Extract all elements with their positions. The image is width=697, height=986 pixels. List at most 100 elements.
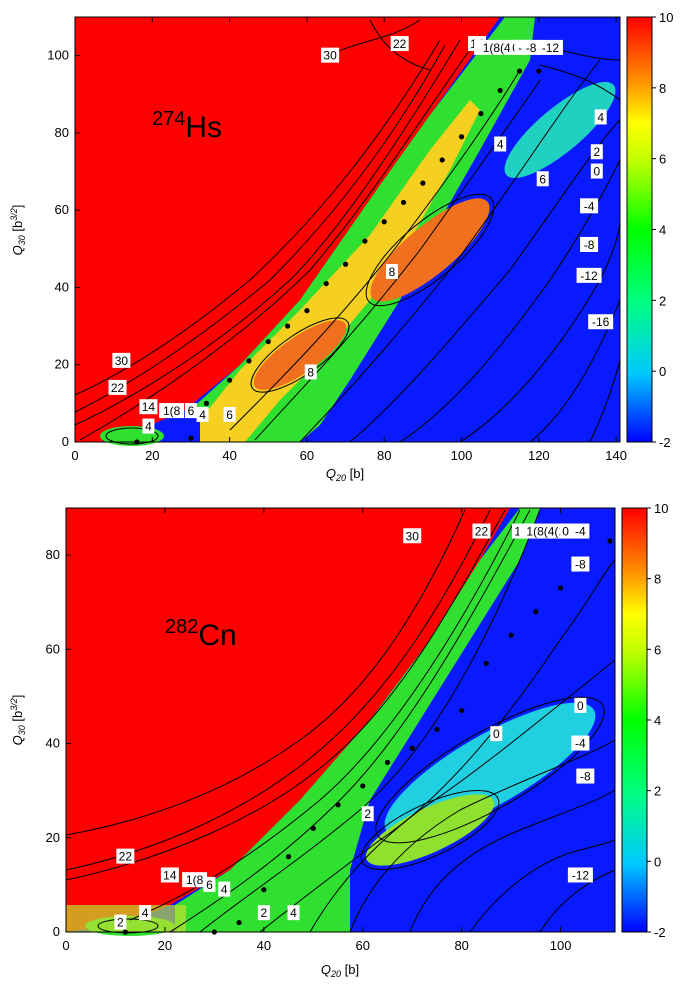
top-path-point — [497, 87, 503, 94]
top-contour-label-box — [184, 403, 197, 419]
top-contour-label: 22 — [393, 37, 407, 51]
top-path-point — [381, 219, 387, 225]
top-x-tick-label: 0 — [71, 448, 78, 463]
top-contour-label-box — [590, 144, 603, 160]
bottom-contour-label: -8 — [580, 770, 591, 784]
top-contour-label-box — [139, 399, 158, 415]
bottom-contour-label-box — [160, 867, 179, 883]
top-contour-label: 4 — [145, 420, 152, 434]
top-contour-label-box — [304, 364, 317, 380]
top-x-tick-label: 120 — [528, 448, 550, 463]
top-colorbar-tick-label: 6 — [659, 152, 666, 167]
bottom-contour-label-box — [574, 697, 587, 713]
bottom-colorbar-tick-label: 2 — [654, 784, 661, 799]
bottom-contour-label: 14 — [163, 868, 177, 882]
bottom-x-tick-label: 20 — [158, 938, 172, 953]
top-contour-label: 2 — [593, 145, 600, 159]
bottom-x-tick-label: 100 — [550, 938, 572, 953]
top-contour-label: 0 — [593, 165, 600, 179]
bottom-contour-label: 2 — [117, 916, 124, 930]
top-contour-label: 22 — [111, 381, 125, 395]
bottom-path-point — [409, 745, 415, 751]
top-contour-label-box — [522, 39, 541, 55]
bottom-contour-label-box — [490, 726, 503, 742]
bottom-path-point — [459, 707, 465, 714]
top-path-point — [284, 323, 291, 329]
bottom-contour-label-box — [403, 528, 422, 544]
top-y-tick-label: 60 — [55, 202, 69, 217]
top-contour-label-box — [580, 236, 599, 252]
top-path-point — [203, 400, 210, 406]
top-contour-labels: 3022141(8(4(2(0-4-8-1242046-4-8-12-16883… — [108, 36, 614, 434]
bottom-red-region — [66, 508, 510, 932]
top-contour-label-box — [588, 314, 614, 330]
top-path-point — [246, 358, 252, 364]
bottom-contour-label-box — [519, 523, 573, 539]
bottom-colorbar-tick-label: 4 — [654, 713, 661, 728]
top-path-point — [304, 308, 310, 314]
bottom-green-band — [175, 508, 540, 932]
top-contour-label: -12 — [542, 41, 560, 55]
top-path-point — [400, 199, 407, 206]
top-panel: 3022141(8(4(2(0-4-8-1242046-4-8-12-16883… — [9, 16, 627, 483]
top-x-tick-label: 40 — [222, 448, 236, 463]
bottom-y-axis-label: Q30 [b3/2] — [9, 695, 27, 746]
bottom-contour-label: 1(8(4(2 — [526, 525, 565, 539]
top-contour-label: 8 — [389, 265, 396, 279]
bottom-contour-label: 4 — [290, 906, 297, 920]
top-contour-label: 8 — [307, 365, 314, 379]
top-contour-label: -12 — [580, 269, 598, 283]
bottom-path-point — [261, 887, 267, 893]
top-x-tick-label: 20 — [145, 448, 159, 463]
top-y-tick-label: 80 — [55, 125, 69, 140]
bottom-contour-label-box — [571, 735, 590, 751]
top-heatmap — [75, 17, 620, 446]
top-x-tick-label: 100 — [451, 448, 473, 463]
bottom-contour-label-box — [571, 556, 590, 572]
bottom-path-point — [557, 585, 564, 591]
top-x-tick-label: 80 — [377, 448, 391, 463]
top-contour-label-box — [223, 406, 236, 422]
top-contour-label: 6 — [226, 408, 233, 422]
top-contour-label-box — [108, 379, 127, 395]
bottom-contour-label-box — [218, 881, 231, 897]
bottom-colorbar-tick-label: 10 — [654, 501, 668, 516]
bottom-y-tick-label: 60 — [46, 641, 60, 656]
bottom-contour-label-box — [567, 867, 593, 883]
top-path-point — [420, 180, 426, 186]
bottom-contour-label: 0 — [562, 525, 569, 539]
top-colorbar-tick-label: 8 — [659, 81, 666, 96]
bottom-colorbar: 10 8 6 4 2 0 -2 — [621, 501, 668, 940]
top-path-point — [323, 280, 329, 287]
top-path-point — [439, 157, 445, 163]
top-path-point — [362, 238, 368, 244]
bottom-contour-label-box — [576, 768, 595, 784]
top-contour-label: 1(8 — [163, 404, 181, 418]
bottom-path-point — [607, 538, 613, 544]
top-plot-frame — [74, 16, 621, 443]
top-contour-label: 30 — [115, 354, 129, 368]
top-contour-label-box — [590, 163, 603, 179]
bottom-contour-label-box — [203, 876, 216, 892]
top-contour-label-box — [494, 136, 507, 152]
bottom-path-point — [310, 825, 316, 831]
top-contour-label-box — [385, 264, 398, 279]
bottom-x-tick-label: 80 — [454, 938, 468, 953]
bottom-path-point — [533, 609, 539, 615]
top-contour-label-box — [580, 198, 599, 214]
top-path-point — [227, 377, 233, 383]
top-path-point — [536, 68, 542, 74]
top-contour-label: -8 — [526, 41, 537, 55]
top-red-region — [75, 17, 500, 442]
top-contour-label-box — [112, 352, 131, 368]
top-colorbar-gradient — [626, 16, 653, 443]
bottom-contour-label: 2 — [364, 807, 371, 821]
bottom-colorbar-tick-label: -2 — [654, 925, 666, 940]
top-path-point — [458, 134, 465, 140]
top-contour-label: 6 — [539, 172, 546, 186]
top-path-point — [342, 261, 349, 267]
top-contour-label-box — [321, 47, 340, 63]
